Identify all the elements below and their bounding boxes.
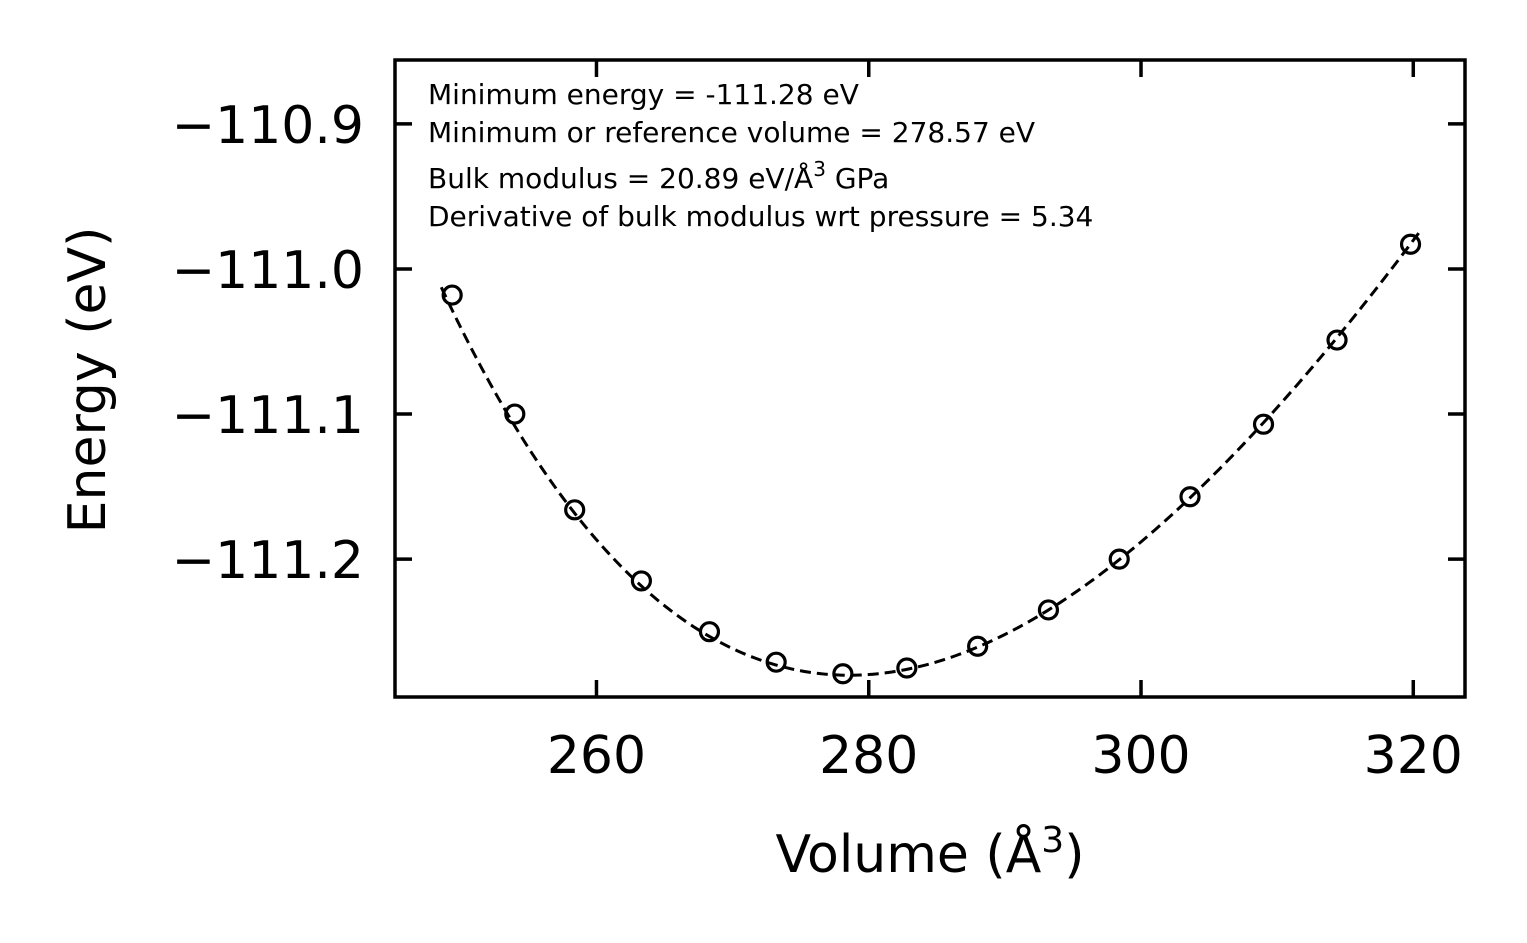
x-tick-label-2: 300 xyxy=(1091,726,1190,786)
data-point-5 xyxy=(765,651,787,673)
x-tick-label-3: 320 xyxy=(1364,726,1463,786)
data-point-7 xyxy=(896,657,918,679)
data-point-3 xyxy=(630,570,652,592)
plot-frame xyxy=(393,58,1467,699)
data-point-13 xyxy=(1326,329,1348,351)
data-point-12 xyxy=(1252,413,1275,435)
data-point-10 xyxy=(1108,548,1130,570)
data-point-6 xyxy=(832,663,854,685)
y-tick-label-2: −111.1 xyxy=(172,386,364,446)
x-tick-label-0: 260 xyxy=(547,726,646,786)
x-axis-title-sup: 3 xyxy=(1041,820,1064,861)
annotation-bulk-modulus-derivative: Derivative of bulk modulus wrt pressure … xyxy=(428,200,1093,233)
data-point-0 xyxy=(441,284,463,306)
annotation-bulk-modulus: Bulk modulus = 20.89 eV/Å3 GPa xyxy=(428,157,889,195)
data-point-9 xyxy=(1037,599,1060,621)
fit-curve-layer xyxy=(439,232,1420,677)
x-tick-label-1: 280 xyxy=(819,726,918,786)
x-axis-title-main: Volume (Å xyxy=(776,823,1042,885)
annotation-bulk-modulus-suffix: GPa xyxy=(826,162,889,195)
y-tick-label-3: −111.2 xyxy=(172,531,364,591)
ticks-layer: 260 280 300 320 −110.9 −111.0 −111.1 −111.2 xyxy=(172,60,1465,786)
data-point-11 xyxy=(1179,486,1201,508)
data-point-1 xyxy=(504,403,526,425)
data-point-8 xyxy=(967,635,989,657)
fit-curve xyxy=(439,232,1420,677)
annotation-bulk-modulus-sup: 3 xyxy=(813,157,826,181)
annotation-min-energy: Minimum energy = -111.28 eV xyxy=(428,78,859,111)
data-point-2 xyxy=(564,499,586,521)
data-point-4 xyxy=(698,621,721,643)
x-axis-title: Volume (Å3) xyxy=(776,820,1085,885)
y-axis-title: Energy (eV) xyxy=(58,227,118,534)
annotation-box: Minimum energy = -111.28 eV Minimum or r… xyxy=(428,78,1093,233)
y-tick-label-1: −111.0 xyxy=(172,241,364,301)
annotation-bulk-modulus-main: Bulk modulus = 20.89 eV/Å xyxy=(428,161,813,195)
data-point-14 xyxy=(1399,233,1422,255)
y-tick-label-0: −110.9 xyxy=(172,96,364,156)
annotation-min-volume: Minimum or reference volume = 278.57 eV xyxy=(428,116,1035,149)
x-axis-title-close: ) xyxy=(1064,825,1084,885)
data-points-layer xyxy=(441,233,1422,685)
